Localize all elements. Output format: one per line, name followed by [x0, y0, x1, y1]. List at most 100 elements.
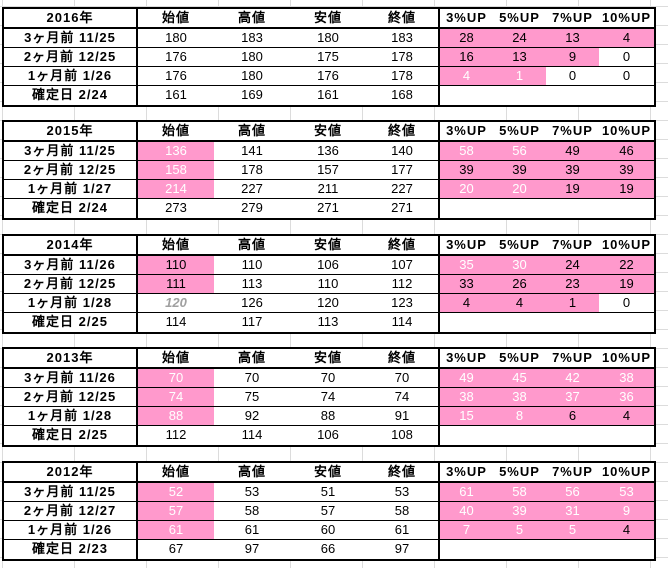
- up3-cell[interactable]: 49: [440, 369, 493, 387]
- header-up7[interactable]: 7%UP: [552, 237, 593, 252]
- close-cell[interactable]: 97: [366, 540, 440, 559]
- up7-cell[interactable]: 1: [546, 294, 599, 312]
- row-label[interactable]: 3ヶ月前 11/26: [4, 369, 138, 387]
- low-cell[interactable]: 120: [317, 295, 339, 310]
- header-up5[interactable]: 5%UP: [499, 10, 540, 25]
- row-label[interactable]: 3ヶ月前 11/25: [4, 483, 138, 501]
- low-cell[interactable]: 271: [317, 200, 339, 215]
- header-open[interactable]: 始値: [161, 10, 190, 25]
- up7-cell[interactable]: 49: [546, 142, 599, 160]
- close-cell[interactable]: 112: [366, 275, 440, 293]
- up10-cell[interactable]: 38: [599, 369, 654, 387]
- up3-cell[interactable]: 39: [440, 161, 493, 179]
- row-label[interactable]: 1ヶ月前 1/26: [4, 521, 138, 539]
- open-cell[interactable]: 52: [138, 483, 214, 501]
- close-cell[interactable]: 140: [366, 142, 440, 160]
- header-up10[interactable]: 10%UP: [601, 350, 652, 365]
- up5-cell[interactable]: 45: [493, 369, 546, 387]
- row-label[interactable]: 確定日 2/25: [4, 426, 138, 445]
- high-cell[interactable]: 114: [241, 427, 263, 442]
- up10-cell[interactable]: 19: [599, 180, 654, 198]
- low-cell[interactable]: 106: [317, 427, 339, 442]
- up7-cell[interactable]: 23: [546, 275, 599, 293]
- year-label[interactable]: 2013年: [4, 349, 138, 367]
- header-high[interactable]: 高値: [237, 237, 266, 252]
- open-cell[interactable]: 176: [165, 49, 187, 64]
- up7-cell[interactable]: 31: [546, 502, 599, 520]
- high-cell[interactable]: 113: [241, 276, 263, 291]
- header-up3[interactable]: 3%UP: [446, 10, 487, 25]
- low-cell[interactable]: 136: [317, 143, 339, 158]
- high-cell[interactable]: 169: [241, 87, 263, 102]
- open-cell[interactable]: 70: [138, 369, 214, 387]
- low-cell[interactable]: 176: [317, 68, 339, 83]
- low-cell[interactable]: 60: [320, 522, 336, 537]
- header-high[interactable]: 高値: [237, 464, 266, 479]
- high-cell[interactable]: 58: [244, 503, 260, 518]
- close-cell[interactable]: 114: [366, 313, 440, 332]
- up3-cell[interactable]: 35: [440, 256, 493, 274]
- up3-cell[interactable]: 20: [440, 180, 493, 198]
- header-up3[interactable]: 3%UP: [446, 123, 487, 138]
- up5-cell[interactable]: 8: [493, 407, 546, 425]
- header-up10[interactable]: 10%UP: [601, 123, 652, 138]
- high-cell[interactable]: 183: [241, 30, 263, 45]
- close-cell[interactable]: 107: [366, 256, 440, 274]
- up7-cell[interactable]: 6: [546, 407, 599, 425]
- low-cell[interactable]: 175: [317, 49, 339, 64]
- high-cell[interactable]: 92: [244, 408, 260, 423]
- up10-cell[interactable]: 0: [622, 68, 631, 83]
- high-cell[interactable]: 227: [241, 181, 263, 196]
- header-up7[interactable]: 7%UP: [552, 350, 593, 365]
- open-cell[interactable]: 88: [138, 407, 214, 425]
- up5-cell[interactable]: 13: [493, 48, 546, 66]
- header-close[interactable]: 終値: [366, 9, 440, 27]
- open-cell[interactable]: 273: [165, 200, 187, 215]
- high-cell[interactable]: 97: [244, 541, 260, 556]
- up5-cell[interactable]: 38: [493, 388, 546, 406]
- high-cell[interactable]: 180: [241, 68, 263, 83]
- row-label[interactable]: 確定日 2/23: [4, 540, 138, 559]
- up5-cell[interactable]: 24: [493, 29, 546, 47]
- open-cell[interactable]: 161: [165, 87, 187, 102]
- up10-cell[interactable]: 4: [599, 521, 654, 539]
- up10-cell[interactable]: 46: [599, 142, 654, 160]
- high-cell[interactable]: 279: [241, 200, 263, 215]
- header-close[interactable]: 終値: [366, 122, 440, 140]
- low-cell[interactable]: 180: [317, 30, 339, 45]
- up3-cell[interactable]: 15: [440, 407, 493, 425]
- high-cell[interactable]: 75: [244, 389, 260, 404]
- header-up10[interactable]: 10%UP: [601, 237, 652, 252]
- up10-cell[interactable]: 4: [599, 407, 654, 425]
- close-cell[interactable]: 177: [366, 161, 440, 179]
- up10-cell[interactable]: 9: [599, 502, 654, 520]
- open-cell[interactable]: 214: [138, 180, 214, 198]
- header-up7[interactable]: 7%UP: [552, 464, 593, 479]
- header-up7[interactable]: 7%UP: [552, 10, 593, 25]
- high-cell[interactable]: 178: [241, 162, 263, 177]
- close-cell[interactable]: 271: [366, 199, 440, 218]
- low-cell[interactable]: 88: [320, 408, 336, 423]
- close-cell[interactable]: 70: [366, 369, 440, 387]
- close-cell[interactable]: 58: [366, 502, 440, 520]
- open-cell[interactable]: 111: [138, 275, 214, 293]
- close-cell[interactable]: 178: [366, 67, 440, 85]
- open-cell[interactable]: 74: [138, 388, 214, 406]
- low-cell[interactable]: 211: [317, 181, 339, 196]
- header-up5[interactable]: 5%UP: [499, 237, 540, 252]
- up5-cell[interactable]: 30: [493, 256, 546, 274]
- year-label[interactable]: 2015年: [4, 122, 138, 140]
- close-cell[interactable]: 61: [366, 521, 440, 539]
- open-cell[interactable]: 110: [138, 256, 214, 274]
- up5-cell[interactable]: 39: [493, 502, 546, 520]
- up3-cell[interactable]: 61: [440, 483, 493, 501]
- header-up5[interactable]: 5%UP: [499, 464, 540, 479]
- high-cell[interactable]: 53: [244, 484, 260, 499]
- row-label[interactable]: 確定日 2/24: [4, 199, 138, 218]
- up3-cell[interactable]: 40: [440, 502, 493, 520]
- row-label[interactable]: 1ヶ月前 1/28: [4, 407, 138, 425]
- close-cell[interactable]: 168: [366, 86, 440, 105]
- up7-cell[interactable]: 37: [546, 388, 599, 406]
- close-cell[interactable]: 123: [366, 294, 440, 312]
- up3-cell[interactable]: 38: [440, 388, 493, 406]
